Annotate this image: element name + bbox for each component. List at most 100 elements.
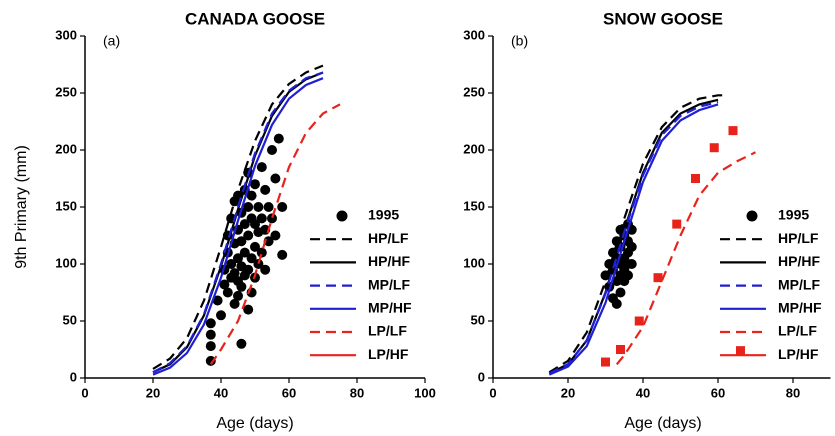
- y-axis-label: 9th Primary (mm): [13, 145, 30, 269]
- point: [728, 126, 738, 136]
- legend-label: 1995: [778, 207, 809, 223]
- point: [236, 338, 247, 349]
- x-tick-label: 100: [414, 385, 436, 400]
- curve: [615, 151, 756, 365]
- curve: [548, 94, 726, 374]
- point: [216, 310, 226, 321]
- point: [626, 259, 637, 269]
- y-tick-label: 300: [55, 27, 77, 42]
- point: [672, 219, 682, 229]
- point: [611, 298, 622, 309]
- point: [616, 345, 625, 354]
- x-tick-label: 20: [561, 385, 575, 400]
- point: [229, 268, 240, 279]
- curve: [548, 101, 719, 375]
- legend-label: HP/HF: [778, 253, 820, 269]
- x-tick-label: 80: [786, 385, 800, 400]
- x-tick-label: 0: [81, 385, 88, 400]
- point: [270, 230, 281, 241]
- point: [205, 329, 216, 340]
- chart-title: CANADA GOOSE: [185, 9, 325, 28]
- legend-label: LP/LF: [778, 323, 817, 339]
- point: [626, 241, 637, 252]
- point: [263, 236, 274, 247]
- x-tick-label: 60: [711, 385, 725, 400]
- x-axis-label: Age (days): [216, 415, 293, 432]
- legend-label: LP/HF: [778, 346, 819, 362]
- curve: [152, 64, 324, 370]
- y-tick-label: 100: [55, 255, 77, 270]
- legend-label: MP/HF: [778, 300, 822, 316]
- point: [270, 173, 281, 184]
- point: [691, 174, 700, 183]
- point: [253, 202, 264, 212]
- point: [736, 346, 745, 356]
- point: [253, 259, 264, 269]
- point: [250, 219, 260, 230]
- point: [267, 213, 277, 224]
- point: [226, 259, 237, 269]
- x-tick-label: 40: [214, 385, 228, 400]
- panel-label: (a): [103, 33, 120, 49]
- point: [205, 318, 216, 329]
- legend-symbol: [746, 210, 758, 222]
- legend-label: HP/LF: [778, 230, 819, 246]
- y-tick-label: 0: [478, 369, 485, 384]
- point: [277, 202, 288, 212]
- point: [222, 287, 233, 298]
- y-tick-label: 250: [463, 84, 485, 99]
- point: [263, 202, 274, 212]
- point: [273, 133, 284, 144]
- y-tick-label: 0: [70, 369, 77, 384]
- point: [233, 290, 243, 301]
- point: [256, 162, 267, 173]
- x-tick-label: 20: [146, 385, 160, 400]
- y-tick-label: 250: [55, 84, 77, 99]
- point: [260, 184, 271, 195]
- legend-label: HP/LF: [368, 230, 409, 246]
- y-tick-label: 200: [463, 141, 485, 156]
- point: [243, 230, 254, 241]
- y-tick-label: 150: [55, 198, 77, 213]
- legend-label: MP/LF: [778, 276, 820, 292]
- point: [256, 213, 267, 224]
- point: [623, 270, 633, 281]
- y-tick-label: 150: [463, 198, 485, 213]
- point: [634, 316, 644, 326]
- curve: [152, 77, 324, 376]
- legend-label: LP/HF: [368, 346, 409, 362]
- legend-label: MP/LF: [368, 276, 410, 292]
- point: [212, 295, 223, 306]
- point: [239, 219, 250, 230]
- point: [615, 287, 626, 298]
- point: [243, 202, 254, 212]
- x-tick-label: 60: [282, 385, 296, 400]
- point: [246, 253, 257, 264]
- point: [236, 236, 247, 247]
- y-tick-label: 50: [471, 312, 485, 327]
- point: [205, 355, 216, 366]
- point: [205, 341, 216, 352]
- point: [277, 249, 288, 260]
- y-tick-label: 50: [63, 312, 77, 327]
- y-tick-label: 300: [463, 27, 485, 42]
- curve: [548, 103, 719, 376]
- point: [246, 190, 257, 201]
- point: [250, 179, 260, 190]
- x-tick-label: 40: [636, 385, 650, 400]
- legend-label: MP/HF: [368, 300, 412, 316]
- point: [219, 279, 230, 290]
- point: [236, 281, 247, 292]
- panel-label: (b): [511, 33, 528, 49]
- point: [229, 298, 240, 309]
- point: [250, 241, 260, 252]
- legend-label: HP/HF: [368, 253, 410, 269]
- chart-title: SNOW GOOSE: [603, 9, 723, 28]
- point: [653, 273, 663, 283]
- x-axis-label: Age (days): [624, 415, 701, 432]
- point: [243, 264, 254, 275]
- curve: [548, 98, 719, 375]
- point: [260, 264, 271, 275]
- y-tick-label: 200: [55, 141, 77, 156]
